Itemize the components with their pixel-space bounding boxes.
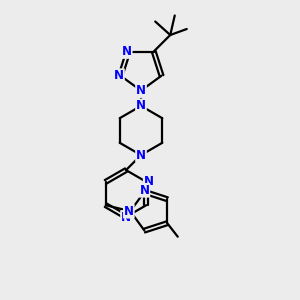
Text: N: N [140, 184, 149, 197]
Text: N: N [124, 205, 134, 218]
Text: N: N [122, 45, 132, 58]
Text: N: N [136, 99, 146, 112]
Text: N: N [121, 211, 131, 224]
Text: N: N [136, 148, 146, 162]
Text: N: N [136, 84, 146, 97]
Text: N: N [114, 69, 124, 82]
Text: N: N [144, 175, 154, 188]
